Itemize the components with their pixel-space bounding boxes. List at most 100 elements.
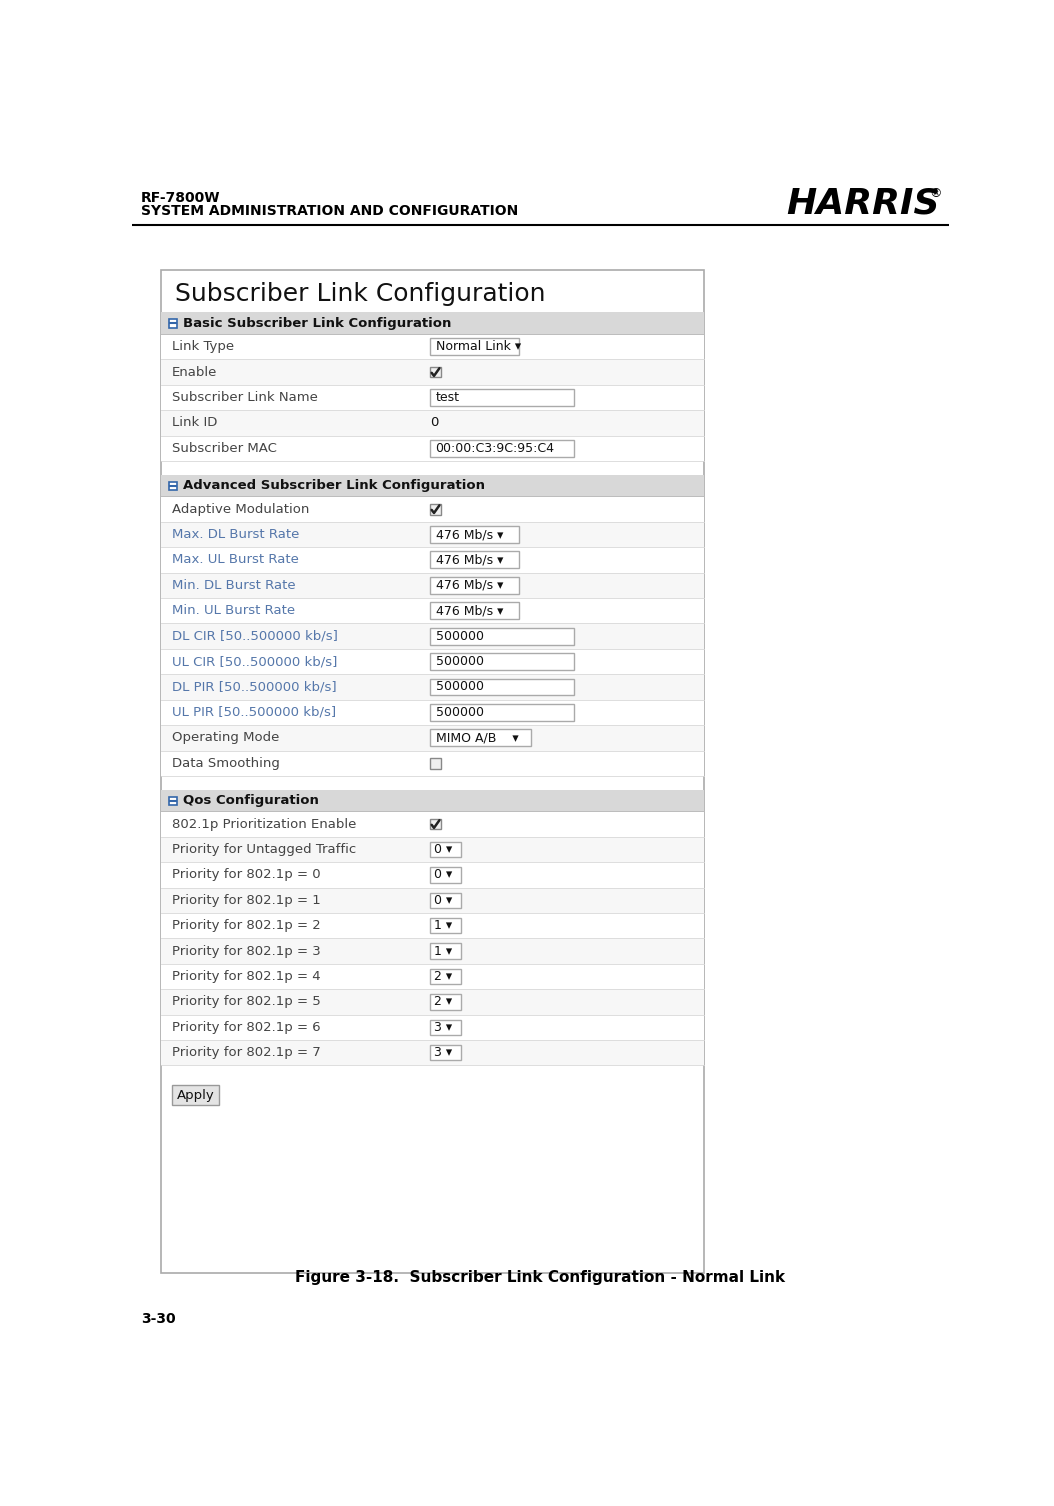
Bar [430,503,441,515]
Bar [430,919,462,934]
Text: Subscriber Link Configuration: Subscriber Link Configuration [175,282,546,306]
Text: Max. UL Burst Rate: Max. UL Burst Rate [172,553,299,566]
Text: 0: 0 [430,416,438,429]
Text: 0 ▾: 0 ▾ [434,843,452,855]
Text: SYSTEM ADMINISTRATION AND CONFIGURATION: SYSTEM ADMINISTRATION AND CONFIGURATION [141,203,519,218]
Text: Priority for 802.1p = 7: Priority for 802.1p = 7 [172,1047,320,1059]
Text: Priority for 802.1p = 3: Priority for 802.1p = 3 [172,944,320,958]
Text: Subscriber Link Name: Subscriber Link Name [172,392,318,404]
Text: 1 ▾: 1 ▾ [434,944,452,958]
Bar [430,893,462,908]
Text: 500000: 500000 [435,630,484,643]
Text: 476 Mb/s ▾: 476 Mb/s ▾ [435,529,503,541]
Bar [161,675,704,700]
Bar [161,312,704,334]
Bar [161,964,704,989]
Text: 802.1p Prioritization Enable: 802.1p Prioritization Enable [172,818,356,830]
Text: Priority for 802.1p = 0: Priority for 802.1p = 0 [172,869,320,881]
Bar [169,797,177,806]
Text: 476 Mb/s ▾: 476 Mb/s ▾ [435,578,503,592]
Bar [161,547,704,572]
Bar [161,1015,704,1041]
Text: 3 ▾: 3 ▾ [434,1047,452,1059]
Text: Qos Configuration: Qos Configuration [183,794,318,807]
Bar [161,435,704,461]
Bar [430,729,531,747]
Text: Priority for 802.1p = 2: Priority for 802.1p = 2 [172,919,320,932]
Text: Adaptive Modulation: Adaptive Modulation [172,503,310,515]
Bar [161,497,704,523]
Bar [430,703,573,721]
Text: RF-7800W: RF-7800W [141,191,220,205]
Bar [172,1086,218,1105]
Text: 0 ▾: 0 ▾ [434,869,452,881]
Text: UL PIR [50..500000 kb/s]: UL PIR [50..500000 kb/s] [172,706,336,718]
Bar [430,968,462,985]
Bar [161,474,704,497]
Text: 500000: 500000 [435,706,484,718]
Bar [430,1045,462,1060]
Bar [161,750,704,776]
Bar [430,577,520,593]
Bar [430,819,441,830]
Text: Advanced Subscriber Link Configuration: Advanced Subscriber Link Configuration [183,479,485,492]
Bar [161,724,704,750]
Text: Priority for 802.1p = 5: Priority for 802.1p = 5 [172,995,320,1009]
Text: Basic Subscriber Link Configuration: Basic Subscriber Link Configuration [183,316,451,330]
Bar [430,440,573,456]
Text: Min. DL Burst Rate: Min. DL Burst Rate [172,578,296,592]
Text: Priority for 802.1p = 1: Priority for 802.1p = 1 [172,893,320,907]
Text: 3-30: 3-30 [141,1313,176,1327]
Bar [161,598,704,623]
Bar [430,628,573,645]
Text: DL CIR [50..500000 kb/s]: DL CIR [50..500000 kb/s] [172,630,338,643]
Text: Figure 3-18.  Subscriber Link Configuration - Normal Link: Figure 3-18. Subscriber Link Configurati… [295,1270,785,1285]
Text: 2 ▾: 2 ▾ [434,995,452,1009]
Bar [430,654,573,670]
Text: 2 ▾: 2 ▾ [434,970,452,983]
Bar [161,913,704,938]
Bar [161,989,704,1015]
Text: Priority for 802.1p = 6: Priority for 802.1p = 6 [172,1021,320,1033]
Bar [169,319,177,328]
Text: Operating Mode: Operating Mode [172,732,279,744]
Text: test: test [435,392,460,404]
Bar [161,812,704,837]
Bar [161,360,704,384]
Bar [430,679,573,696]
Text: Priority for Untagged Traffic: Priority for Untagged Traffic [172,843,356,855]
Bar [161,861,704,887]
Text: Enable: Enable [172,366,217,378]
Bar [430,943,462,959]
Bar [430,366,441,378]
Bar [161,837,704,861]
Bar [161,334,704,360]
Bar [430,1020,462,1035]
Bar [430,339,520,355]
Bar [161,1041,704,1065]
Text: 500000: 500000 [435,655,484,669]
Text: UL CIR [50..500000 kb/s]: UL CIR [50..500000 kb/s] [172,655,337,669]
Text: 476 Mb/s ▾: 476 Mb/s ▾ [435,604,503,617]
Bar [161,623,704,649]
Bar [169,482,177,491]
Bar [161,938,704,964]
Bar [161,887,704,913]
Text: DL PIR [50..500000 kb/s]: DL PIR [50..500000 kb/s] [172,681,336,693]
Bar [430,526,520,544]
Text: Link Type: Link Type [172,340,234,352]
Text: ®: ® [930,187,941,200]
Bar [161,700,704,724]
Bar [161,649,704,675]
Text: 3 ▾: 3 ▾ [434,1021,452,1033]
Bar [430,842,462,857]
Bar [430,867,462,883]
Text: 500000: 500000 [435,681,484,693]
Bar [161,384,704,410]
Bar [161,572,704,598]
Text: Link ID: Link ID [172,416,217,429]
Text: Subscriber MAC: Subscriber MAC [172,441,277,455]
Text: Apply: Apply [176,1089,214,1102]
Bar [430,389,573,407]
Bar [430,994,462,1009]
